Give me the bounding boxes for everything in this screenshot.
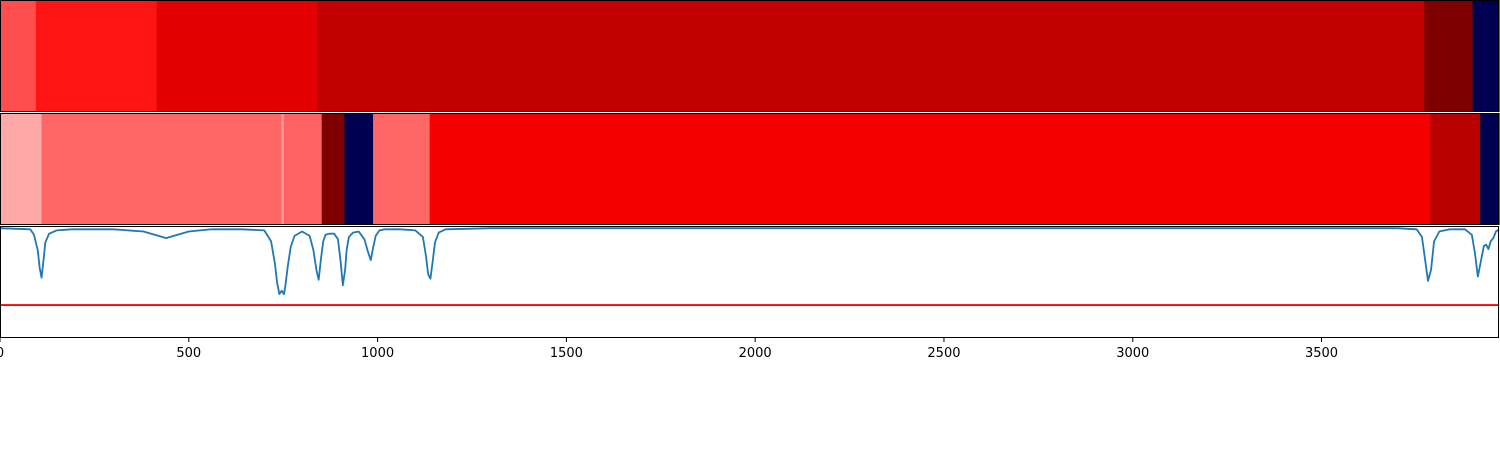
x-tick-label-1500: 1500 (550, 346, 583, 361)
panel-frame-middle (0, 113, 1499, 225)
line-panel-bottom (0, 226, 1500, 338)
x-tick-label-3000: 3000 (1116, 346, 1149, 361)
heatmap-cell-middle-1 (41, 113, 282, 225)
heatmap-cell-top-0 (0, 0, 37, 112)
heatmap-cell-middle-4 (321, 113, 345, 225)
heatmap-cell-top-4 (1424, 0, 1474, 112)
heatmap-cell-middle-6 (373, 113, 431, 225)
heatmap-panel-middle (0, 113, 1500, 225)
line-panel-background (0, 226, 1499, 338)
heatmap-cell-middle-9 (1480, 113, 1500, 225)
line-series-0 (0, 227, 1500, 295)
x-tick-label-2500: 2500 (927, 346, 960, 361)
heatmap-panel-top (0, 0, 1500, 112)
heatmap-cell-top-5 (1472, 0, 1500, 112)
heatmap-cell-top-3 (317, 0, 1425, 112)
panel-frame-bottom (0, 226, 1499, 338)
x-tick-label-3500: 3500 (1305, 346, 1338, 361)
x-tick-label-500: 500 (176, 346, 201, 361)
heatmap-cell-top-1 (35, 0, 158, 112)
heatmap-cell-middle-2 (281, 113, 285, 225)
heatmap-cell-middle-0 (0, 113, 43, 225)
heatmap-cell-middle-7 (429, 113, 1431, 225)
heatmap-cell-middle-8 (1430, 113, 1481, 225)
x-tick-label-1000: 1000 (361, 346, 394, 361)
x-tick-label-0: 0 (0, 346, 4, 361)
heatmap-cell-top-2 (156, 0, 318, 112)
heatmap-cell-middle-3 (283, 113, 323, 225)
x-axis: 0 500 1000 1500 2000 2500 3000 3500 (0, 338, 1338, 361)
x-tick-label-2000: 2000 (739, 346, 772, 361)
panel-frame-top (0, 0, 1499, 112)
heatmap-cell-middle-5 (344, 113, 374, 225)
